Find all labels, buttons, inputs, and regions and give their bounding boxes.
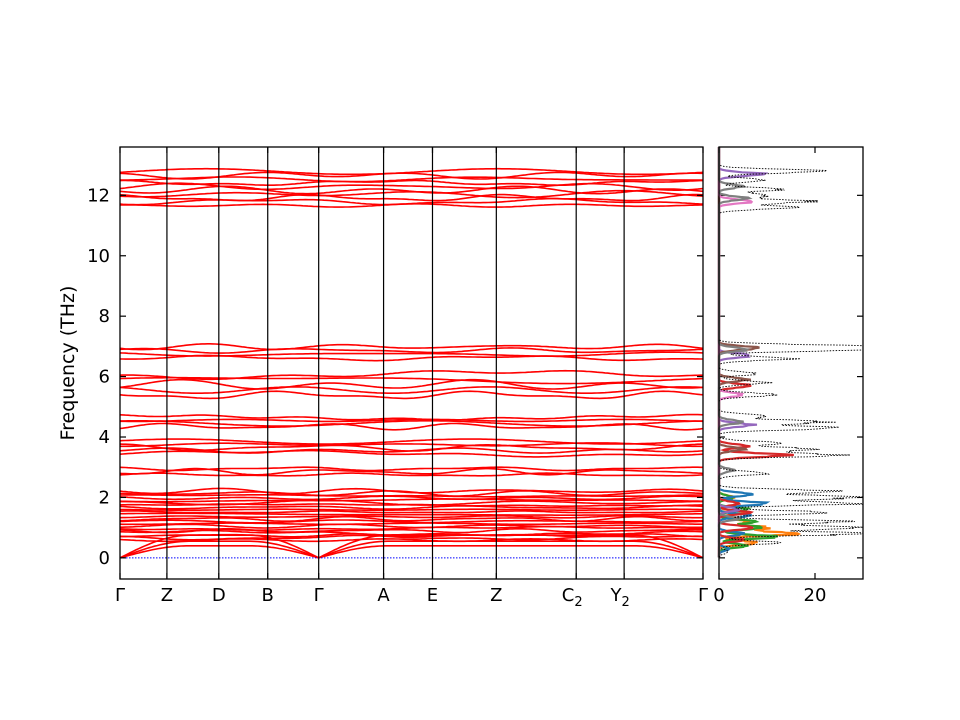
band-line-29 <box>119 467 704 476</box>
x-tick-label-8: C2 <box>562 585 583 610</box>
band-line-20 <box>120 420 704 427</box>
x-tick-label-7: Z <box>490 585 502 606</box>
band-line-13 <box>119 343 704 351</box>
band-line-15 <box>119 386 704 394</box>
dos-panel: 0 20 <box>713 146 864 606</box>
band-line-37 <box>120 523 704 529</box>
band-line-17 <box>119 376 704 385</box>
band-line-18 <box>119 369 703 381</box>
band-x-ticks: Γ Z D B Γ A E Z C2 Y2 Γ <box>115 147 708 610</box>
band-line-2 <box>119 193 704 202</box>
band-line-28 <box>119 472 704 477</box>
band-line-16 <box>119 378 704 390</box>
y-tick-label-3: 6 <box>99 367 110 388</box>
y-tick-label-5: 10 <box>87 246 110 267</box>
band-line-45 <box>119 504 704 510</box>
x-tick-label-10: Γ <box>698 585 708 606</box>
band-line-44 <box>120 508 703 511</box>
x-tick-label-6: E <box>427 585 438 606</box>
high-symmetry-lines <box>166 147 625 579</box>
band-line-52 <box>119 487 704 495</box>
x-tick-label-9: Y2 <box>609 585 629 610</box>
band-line-43 <box>120 510 704 514</box>
band-line-47 <box>120 499 703 506</box>
band-lines <box>119 167 704 559</box>
band-line-30 <box>119 466 703 472</box>
acoustic-branch-2 <box>119 534 704 559</box>
band-line-39 <box>120 519 704 524</box>
band-line-6 <box>119 179 703 186</box>
band-line-38 <box>119 522 703 526</box>
band-line-5 <box>119 182 704 191</box>
band-line-22 <box>119 413 704 422</box>
acoustic-branch-0 <box>119 545 704 559</box>
y-tick-label-4: 8 <box>99 306 110 327</box>
band-line-41 <box>119 514 703 519</box>
x-tick-label-4: Γ <box>314 585 324 606</box>
y-tick-label-1: 2 <box>99 487 110 508</box>
band-line-8 <box>119 171 703 180</box>
band-line-50 <box>120 494 703 498</box>
band-line-12 <box>119 347 704 354</box>
band-line-11 <box>119 351 704 357</box>
dos-x-tick-label-0: 0 <box>713 585 724 606</box>
y-axis-label: Frequency (THz) <box>57 286 79 441</box>
band-line-25 <box>119 443 704 452</box>
dos-ticks: 0 20 <box>713 147 826 606</box>
band-line-42 <box>120 512 704 516</box>
band-line-49 <box>119 495 704 501</box>
x-tick-label-3: B <box>262 585 274 606</box>
x-tick-label-5: A <box>377 585 390 606</box>
band-line-9 <box>119 167 704 176</box>
x-tick-label-0: Γ <box>115 585 125 606</box>
x-tick-label-1: Z <box>161 585 173 606</box>
y-tick-label-2: 4 <box>99 427 110 448</box>
x-tick-subscript-8: 2 <box>574 595 582 610</box>
band-line-21 <box>120 418 704 423</box>
acoustic-branch-1 <box>119 540 704 559</box>
band-line-14 <box>119 390 704 400</box>
band-line-40 <box>120 515 704 522</box>
dos-plot-frame <box>718 146 864 580</box>
y-tick-label-6: 12 <box>87 185 110 206</box>
y-tick-label-0: 0 <box>99 548 110 569</box>
dos-curves <box>717 147 864 558</box>
x-tick-label-2: D <box>212 585 226 606</box>
band-structure-panel: 0 2 4 6 8 10 12 Γ Z D B Γ A E Z C2 Y2 Γ Frequency (THz) <box>57 146 863 610</box>
band-plot-frame <box>119 146 704 580</box>
x-tick-subscript-9: 2 <box>621 595 629 610</box>
band-line-26 <box>120 442 703 448</box>
band-line-27 <box>119 438 704 445</box>
dos-x-tick-label-1: 20 <box>804 585 827 606</box>
